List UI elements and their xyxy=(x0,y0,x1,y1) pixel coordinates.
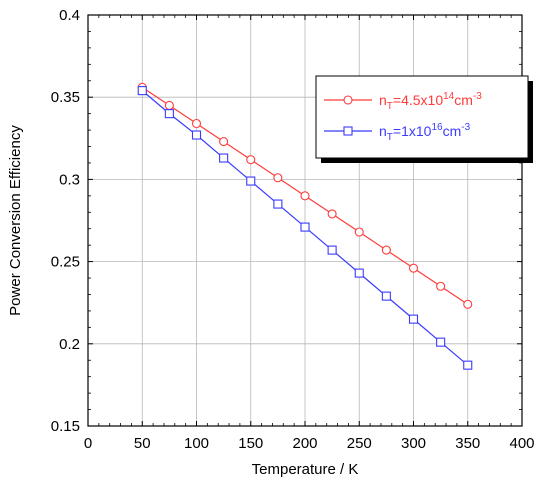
x-axis-label: Temperature / K xyxy=(252,461,359,478)
series-layer xyxy=(137,82,473,370)
data-point xyxy=(273,173,283,183)
x-tick-label: 50 xyxy=(134,435,151,452)
y-tick-label: 0.3 xyxy=(59,171,80,188)
y-tick-label: 0.25 xyxy=(51,254,80,271)
y-tick-label: 0.35 xyxy=(51,89,80,106)
legend-marker xyxy=(343,95,353,105)
x-tick-label: 300 xyxy=(401,435,426,452)
legend-label: nT=4.5x1014cm-3 xyxy=(379,91,482,112)
y-tick-label: 0.4 xyxy=(59,7,80,24)
data-point xyxy=(354,227,364,237)
data-point xyxy=(164,100,174,110)
data-point xyxy=(436,281,446,291)
legend-entry-1: nT=4.5x1014cm-3 xyxy=(324,91,482,112)
data-point xyxy=(463,299,473,309)
data-point xyxy=(408,314,419,324)
data-point xyxy=(191,130,202,140)
legend-marker xyxy=(343,126,353,136)
legend-box xyxy=(315,75,529,159)
y-tick-label: 0.2 xyxy=(59,336,80,353)
data-point xyxy=(219,137,229,147)
legend: nT=4.5x1014cm-3 nT=1x1016cm-3 xyxy=(315,75,533,163)
data-point xyxy=(246,155,256,165)
data-point xyxy=(191,118,202,129)
x-tick-label: 150 xyxy=(238,435,263,452)
data-point xyxy=(408,263,419,273)
data-point xyxy=(354,268,364,278)
data-point xyxy=(300,222,310,232)
data-point xyxy=(137,86,147,96)
data-point xyxy=(327,209,337,219)
series-2 xyxy=(137,86,473,370)
data-point xyxy=(463,360,473,370)
data-point xyxy=(381,245,391,255)
data-point xyxy=(164,109,174,119)
data-point xyxy=(273,199,283,209)
data-point xyxy=(246,176,256,186)
data-point xyxy=(436,337,446,347)
ticks: 0 50 100 150 200 250 300 350 400 0.15 0.2 0.25 0.3 0.… xyxy=(51,7,535,452)
x-tick-label: 250 xyxy=(347,435,372,452)
data-point xyxy=(219,153,229,163)
legend-label: nT=1x1016cm-3 xyxy=(379,122,471,143)
legend-entry-2: nT=1x1016cm-3 xyxy=(324,122,471,143)
data-point xyxy=(327,245,337,255)
y-tick-label: 0.15 xyxy=(51,418,80,435)
x-tick-label: 400 xyxy=(509,435,534,452)
x-tick-label: 200 xyxy=(292,435,317,452)
data-point xyxy=(381,291,391,301)
x-tick-label: 0 xyxy=(84,435,92,452)
data-point xyxy=(300,191,310,201)
y-axis-label: Power Conversion Efficiency xyxy=(7,125,24,316)
x-tick-label: 100 xyxy=(184,435,209,452)
series-1 xyxy=(137,82,473,309)
x-tick-label: 350 xyxy=(455,435,480,452)
